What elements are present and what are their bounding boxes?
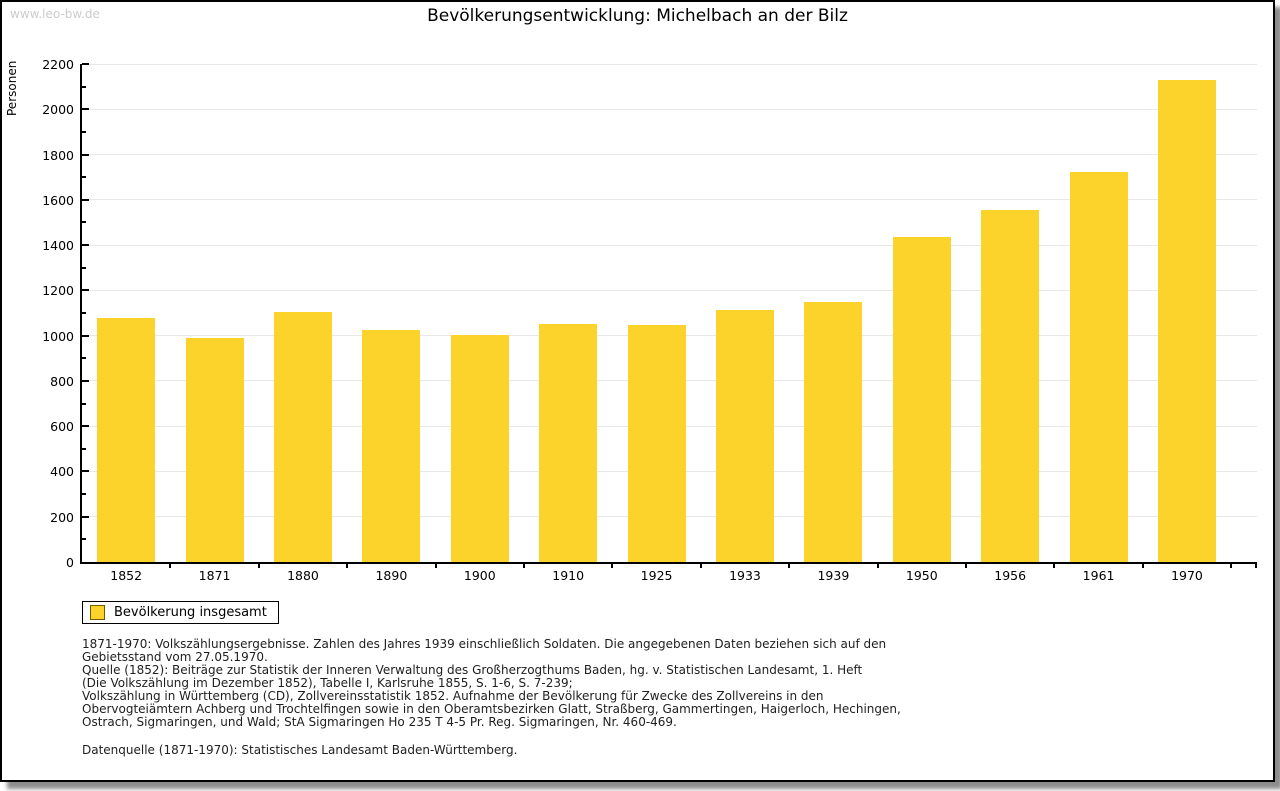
footnote-line: Gebietsstand vom 27.05.1970. [82,650,268,664]
datasource-line: Datenquelle (1871-1970): Statistisches L… [82,743,518,757]
y-axis-tick-label: 1600 [42,192,74,208]
x-axis-tick [523,564,525,568]
bar-1890[interactable] [362,329,421,562]
x-axis-tick-label: 1880 [287,568,319,583]
y-axis-tick [82,379,89,382]
grid-line [82,199,1257,201]
footnotes: 1871-1970: Volkszählungsergebnisse. Zahl… [82,638,901,729]
page-title: Bevölkerungsentwicklung: Michelbach an d… [427,6,848,26]
bar-1961[interactable] [1069,172,1128,562]
grid-line [82,154,1257,156]
y-axis-tick-label: 1800 [42,147,74,163]
bar-1910[interactable] [539,324,598,562]
footnote-line: Obervogteiämtern Achberg und Trochtelfin… [82,702,901,716]
y-axis-tick [82,312,86,314]
y-axis-tick [82,221,86,224]
footnote-line: Ostrach, Sigmaringen, und Wald; StA Sigm… [82,715,677,729]
y-axis-tick-label: 1200 [42,283,74,299]
y-axis-tick [82,176,86,179]
x-axis-tick-label: 1852 [110,568,143,583]
y-axis-tick [82,470,89,473]
grid-line [82,244,1257,246]
bar-1970[interactable] [1158,79,1216,562]
bar-1880[interactable] [274,311,332,562]
x-axis-tick-label: 1950 [905,568,938,583]
legend-label: Bevölkerung insgesamt [114,605,267,620]
x-axis-labels: 1852 1871 1880 1890 1900 1910 1925 1933 1939 1950… [82,568,1257,584]
y-axis-tick [82,357,86,360]
y-axis-tick-label: 0 [66,555,74,570]
y-axis-tick [82,493,86,496]
grid-line [82,108,1257,110]
y-axis-tick [82,334,89,337]
watermark: www.leo-bw.de [10,7,100,21]
x-axis-tick-label: 1956 [994,568,1027,583]
x-axis-tick [965,564,967,568]
y-axis-tick-label: 200 [50,509,74,525]
x-axis-tick [876,564,879,568]
y-axis-tick-label: 600 [50,419,74,435]
y-axis-tick [82,85,86,88]
y-axis-tick-label: 1400 [42,238,74,254]
grid-line [82,64,1257,65]
x-axis-tick [169,564,172,568]
y-axis-tick-label: 400 [50,464,74,480]
x-axis-tick [1230,564,1233,568]
y-axis-tick-label: 1000 [42,328,74,344]
x-axis-tick [257,564,260,568]
y-axis-tick [82,130,86,133]
y-axis-tick [82,266,86,269]
footnote-line: Volkszählung in Württemberg (CD), Zollve… [82,689,824,703]
x-axis-tick [788,564,791,568]
bar-1871[interactable] [185,338,244,562]
bar-1852[interactable] [97,317,156,562]
x-axis-tick [434,564,437,568]
bar-1925[interactable] [627,325,686,562]
x-axis-tick [346,564,349,568]
y-axis-tick [82,425,89,428]
bar-1900[interactable] [450,334,509,562]
x-axis-tick-label: 1933 [729,568,761,583]
x-axis-tick-label: 1970 [1171,568,1203,583]
x-axis-tick-label: 1900 [463,568,496,583]
y-axis-tick [82,289,89,292]
x-axis-tick-label: 1961 [1082,568,1115,583]
bar-1933[interactable] [716,310,774,562]
y-axis-tick [82,198,89,201]
grid-line [82,289,1257,291]
x-axis-tick-label: 1939 [817,568,850,583]
x-axis-tick [1053,564,1056,568]
bar-1956[interactable] [981,209,1040,562]
y-axis-tick [82,63,89,65]
footnote-line: (Die Volkszählung im Dezember 1852), Tab… [82,676,573,690]
y-axis-tick [82,515,89,518]
y-axis-tick-label: 2200 [42,57,74,72]
bar-1939[interactable] [804,301,863,562]
y-axis-tick-label: 2000 [42,102,74,118]
x-axis-end-tick [1255,564,1257,568]
y-axis-tick [82,153,89,156]
footnote-line: Quelle (1852): Beiträge zur Statistik de… [82,663,863,677]
y-axis-tick [82,108,89,111]
y-axis-tick [82,402,86,405]
bar-1950[interactable] [892,236,951,562]
plot-area [80,63,1257,568]
x-axis-tick [699,564,702,568]
x-axis-tick-label: 1890 [375,568,408,583]
x-axis-tick [611,564,614,568]
y-axis-labels: 0 200 400 600 800 1000 1200 1400 1600 1800 2000 220… [2,57,74,570]
x-axis-tick-label: 1925 [640,568,673,583]
legend-swatch-icon [90,605,105,620]
legend[interactable]: Bevölkerung insgesamt [82,601,279,624]
y-axis-tick-label: 800 [50,373,74,389]
y-axis-tick [82,244,89,247]
y-axis-tick [82,538,86,541]
y-axis-tick [82,447,86,450]
footnote-line: 1871-1970: Volkszählungsergebnisse. Zahl… [82,637,887,651]
x-axis-tick-label: 1871 [198,568,231,583]
x-axis-tick-label: 1910 [552,568,585,583]
x-axis-tick [1141,564,1144,568]
